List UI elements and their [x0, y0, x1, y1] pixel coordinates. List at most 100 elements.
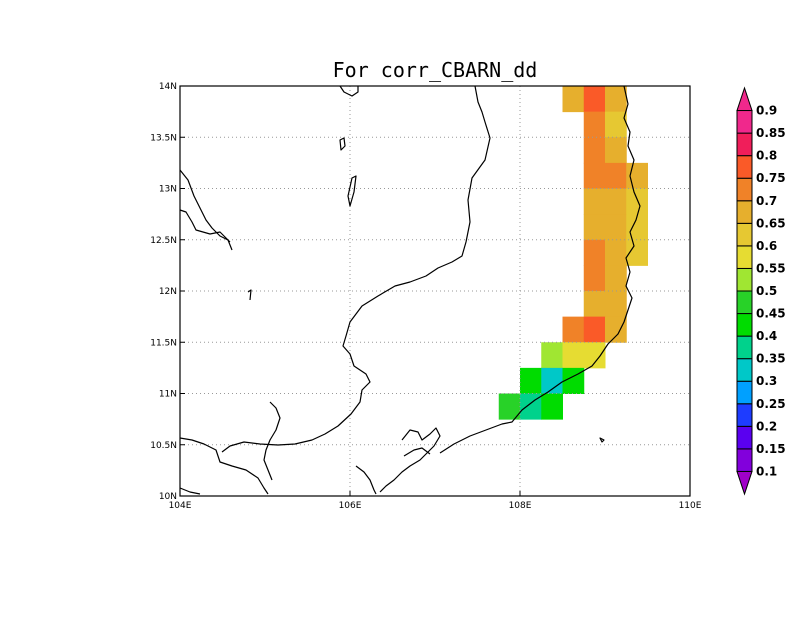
colorbar-label: 0.8 [756, 149, 777, 163]
heatmap-cell [605, 239, 627, 266]
colorbar-label: 0.45 [756, 307, 786, 321]
heatmap-cell [583, 162, 606, 189]
lat-tick-label: 12N [159, 287, 177, 297]
heatmap-cell [562, 342, 585, 369]
lat-tick-label: 10.5N [150, 441, 177, 451]
lon-tick-label: 104E [169, 501, 192, 511]
colorbar-segment [736, 380, 753, 405]
heatmap-cell [583, 239, 606, 266]
heatmap-cell [583, 342, 606, 369]
lat-tick-label: 13N [159, 185, 177, 195]
colorbar-label: 0.35 [756, 352, 786, 366]
heatmap-cell [605, 316, 627, 343]
colorbar-label: 0.65 [756, 216, 786, 230]
colorbar-segment [736, 267, 753, 292]
correlation-cells [498, 86, 648, 420]
river-fragment [247, 289, 252, 301]
lat-tick-label: 12.5N [150, 236, 177, 246]
heatmap-cell [626, 239, 648, 266]
colorbar-segment [736, 313, 753, 337]
heatmap-cell [562, 316, 585, 343]
lake-2 [347, 175, 357, 207]
heatmap-cell [605, 214, 627, 241]
colorbar-segment [736, 155, 753, 179]
colorbar-segment [736, 335, 753, 360]
lon-tick-label: 108E [509, 501, 532, 511]
heatmap-cell [541, 393, 563, 420]
heatmap-cell [605, 111, 627, 138]
north-coast-fragment [339, 85, 359, 97]
heatmap-cell [541, 342, 563, 369]
colorbar-label: 0.2 [756, 419, 777, 433]
colorbar-segment [736, 200, 753, 224]
map-frame: 104E 106E 108E 110E 10N 10.5N 11N 11.5N 12N 12.5N… [150, 82, 702, 511]
lat-tick-label: 11N [159, 390, 177, 400]
colorbar-label: 0.3 [756, 374, 777, 388]
heatmap-cell [583, 188, 606, 215]
heatmap-cell [541, 367, 563, 394]
colorbar-lower-triangle [736, 470, 753, 496]
colorbar-segment [736, 177, 753, 202]
heatmap-cell [605, 188, 627, 215]
colorbar-label: 0.1 [756, 464, 777, 478]
heatmap-cell [626, 214, 648, 241]
colorbar-segment [736, 132, 753, 157]
heatmap-cell [605, 137, 627, 164]
heatmap-cell [520, 367, 542, 394]
heatmap-cell [605, 86, 627, 113]
colorbar-upper-triangle [736, 86, 753, 112]
heatmap-cell [520, 393, 542, 420]
border-west [179, 169, 233, 251]
colorbar-label: 0.85 [756, 126, 786, 140]
axis-ticks: 104E 106E 108E 110E 10N 10.5N 11N 11.5N 12N 12.5N… [150, 82, 702, 511]
colorbar-label: 0.15 [756, 442, 786, 456]
heatmap-cell [605, 162, 627, 189]
colorbar: 0.1 0.15 0.2 0.25 0.3 0.35 0.4 0.45 0.5 0.55 0.6 0.… [736, 86, 786, 496]
colorbar-segment [736, 448, 753, 472]
mekong-delta [379, 427, 441, 493]
colorbar-label: 0.4 [756, 329, 777, 343]
border-west-2 [179, 209, 231, 243]
river-inland [355, 465, 377, 495]
colorbar-segment [736, 425, 753, 450]
heatmap-cell [583, 214, 606, 241]
colorbar-segment [736, 290, 753, 315]
lat-tick-label: 13.5N [150, 133, 177, 143]
heatmap-cell [583, 86, 606, 113]
heatmap-cell [498, 393, 521, 420]
colorbar-label: 0.5 [756, 284, 777, 298]
border-south [179, 487, 201, 495]
colorbar-label: 0.7 [756, 194, 777, 208]
heatmap-cell [605, 291, 627, 318]
heatmap-cell [583, 291, 606, 318]
colorbar-segment [736, 222, 753, 247]
border-mid [263, 401, 281, 481]
lat-tick-label: 11.5N [150, 338, 177, 348]
heatmap-cell [562, 367, 585, 394]
colorbar-label: 0.6 [756, 239, 777, 253]
border-southwest [179, 437, 269, 495]
heatmap-cell [626, 188, 648, 215]
colorbar-label: 0.55 [756, 261, 786, 275]
colorbar-segment [736, 358, 753, 382]
island [599, 437, 605, 443]
heatmap-cell [562, 86, 585, 113]
colorbar-segment [736, 403, 753, 427]
heatmap-cell [605, 265, 627, 292]
delta-channel [403, 447, 431, 457]
colorbar-label: 0.75 [756, 171, 786, 185]
lat-tick-label: 14N [159, 82, 177, 92]
colorbar-segment [736, 110, 753, 134]
heatmap-cell [583, 111, 606, 138]
lon-tick-label: 106E [339, 501, 362, 511]
coastline [179, 85, 641, 495]
colorbar-label: 0.9 [756, 104, 777, 118]
coastline-south [439, 85, 641, 454]
coastline-mainland [221, 85, 491, 453]
lon-tick-label: 110E [679, 501, 702, 511]
chart-title: For corr_CBARN_dd [333, 58, 538, 82]
heatmap-cell [583, 316, 606, 343]
colorbar-segment [736, 245, 753, 269]
lat-tick-label: 10N [159, 492, 177, 502]
